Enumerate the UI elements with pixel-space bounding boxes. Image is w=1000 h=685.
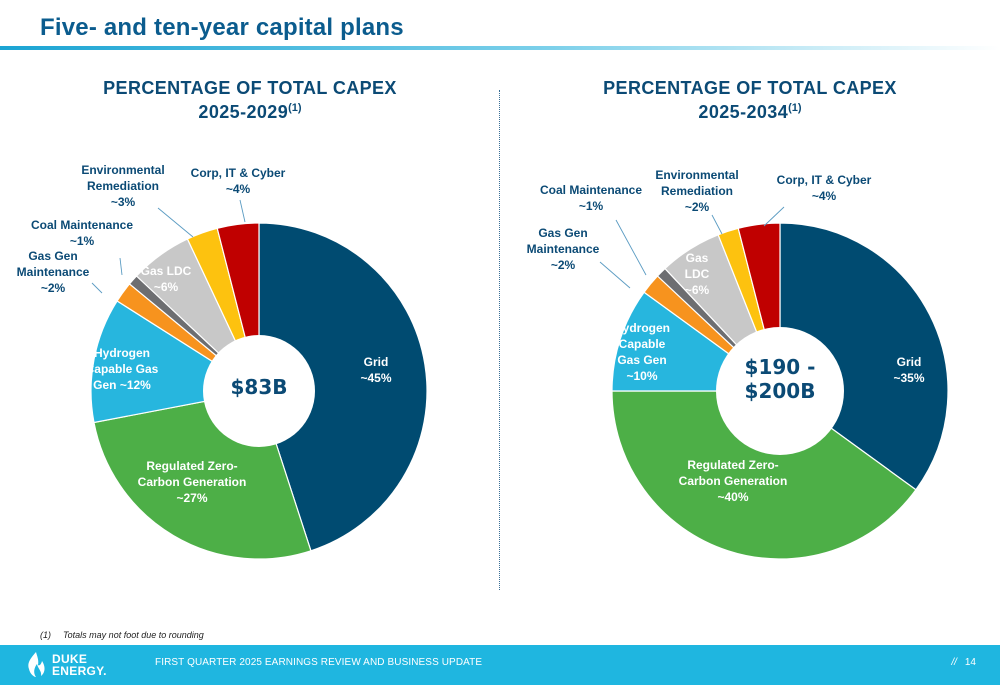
- leader-line: [239, 199, 246, 223]
- logo-line1: DUKE: [52, 652, 88, 666]
- footnote-text: Totals may not foot due to rounding: [63, 630, 204, 640]
- slice-regulated-zero-carbon-generation: [611, 390, 917, 560]
- chart-title-line1: PERCENTAGE OF TOTAL CAPEX: [103, 78, 397, 98]
- slice-label-coal-maintenance: Coal Maintenance ~1%: [540, 183, 642, 213]
- slice-grid: [258, 222, 428, 552]
- leader-line: [119, 257, 123, 276]
- leader-line: [763, 206, 785, 227]
- slice-label-regulated-zero-carbon-generation: Regulated Zero-Carbon Generation ~40%: [679, 458, 788, 504]
- slice-label-coal-maintenance: Coal Maintenance ~1%: [31, 218, 133, 248]
- leader-line: [711, 214, 723, 235]
- center-total-label: $190 -$200B: [745, 355, 816, 403]
- slice-label-gas-ldc: Gas LDC ~6%: [141, 264, 192, 294]
- slice-label-corp-it-cyber: Corp, IT & Cyber ~4%: [191, 166, 286, 196]
- chart-title-line2: 2025-2034(1): [530, 98, 970, 122]
- page-number-block: // 14: [951, 657, 976, 668]
- leader-line: [157, 207, 194, 238]
- donut-hole: [716, 327, 844, 455]
- footnote-number: (1): [40, 630, 51, 640]
- slice-label-grid: Grid ~45%: [360, 355, 391, 385]
- slice-grid: [779, 222, 949, 491]
- slice-label-gas-gen-maintenance: Gas Gen Maintenance ~2%: [527, 226, 600, 272]
- slice-label-gas-ldc: Gas LDC ~6%: [685, 251, 710, 297]
- slice-label-environmental-remediation: Environmental Remediation ~3%: [81, 163, 164, 209]
- slice-label-hydrogen-capable-gas-gen: Hydrogen Capable Gas Gen ~12%: [86, 346, 159, 392]
- leader-line: [91, 282, 103, 294]
- chart-title-ten-year: PERCENTAGE OF TOTAL CAPEX 2025-2034(1): [530, 78, 970, 122]
- footer-bar: DUKE ENERGY. FIRST QUARTER 2025 EARNINGS…: [0, 645, 1000, 685]
- leader-line: [615, 219, 647, 276]
- slice-label-environmental-remediation: Environmental Remediation ~2%: [655, 168, 738, 214]
- leader-line: [599, 261, 631, 289]
- slice-label-grid: Grid ~35%: [893, 355, 924, 385]
- footnote: (1) Totals may not foot due to rounding: [40, 630, 204, 640]
- page-number: 14: [964, 657, 976, 668]
- chart-title-line2: 2025-2029(1): [30, 98, 470, 122]
- slice-label-gas-gen-maintenance: Gas Gen Maintenance ~2%: [17, 249, 90, 295]
- chart-title-footnote-ref: (1): [288, 102, 302, 114]
- slice-label-corp-it-cyber: Corp, IT & Cyber ~4%: [777, 173, 872, 203]
- chart-title-years: 2025-2029: [198, 102, 289, 122]
- footer-text: FIRST QUARTER 2025 EARNINGS REVIEW AND B…: [155, 657, 483, 668]
- title-rule: [0, 46, 1000, 50]
- chart-title-footnote-ref: (1): [788, 102, 802, 114]
- slice-label-hydrogen-capable-gas-gen: Hydrogen Capable Gas Gen ~10%: [614, 321, 670, 383]
- chart-title-line1: PERCENTAGE OF TOTAL CAPEX: [603, 78, 897, 98]
- donut-chart-five-year: Grid ~45% Regulated Zero-Carbon Generation…: [17, 163, 428, 560]
- duke-energy-logo: DUKE ENERGY.: [24, 651, 144, 681]
- donut-chart-ten-year: Grid ~35% Regulated Zero-Carbon Generation…: [527, 168, 949, 560]
- footer-slashes: //: [951, 657, 957, 668]
- page-title: Five- and ten-year capital plans: [40, 14, 404, 41]
- center-total-label: $83B: [231, 375, 288, 399]
- flame-icon: [28, 652, 45, 677]
- donut-hole: [203, 335, 315, 447]
- slice-label-regulated-zero-carbon-generation: Regulated Zero-Carbon Generation ~27%: [138, 459, 247, 505]
- logo-line2: ENERGY.: [52, 664, 107, 678]
- chart-title-five-year: PERCENTAGE OF TOTAL CAPEX 2025-2029(1): [30, 78, 470, 122]
- chart-divider: [499, 90, 500, 590]
- chart-title-years: 2025-2034: [698, 102, 789, 122]
